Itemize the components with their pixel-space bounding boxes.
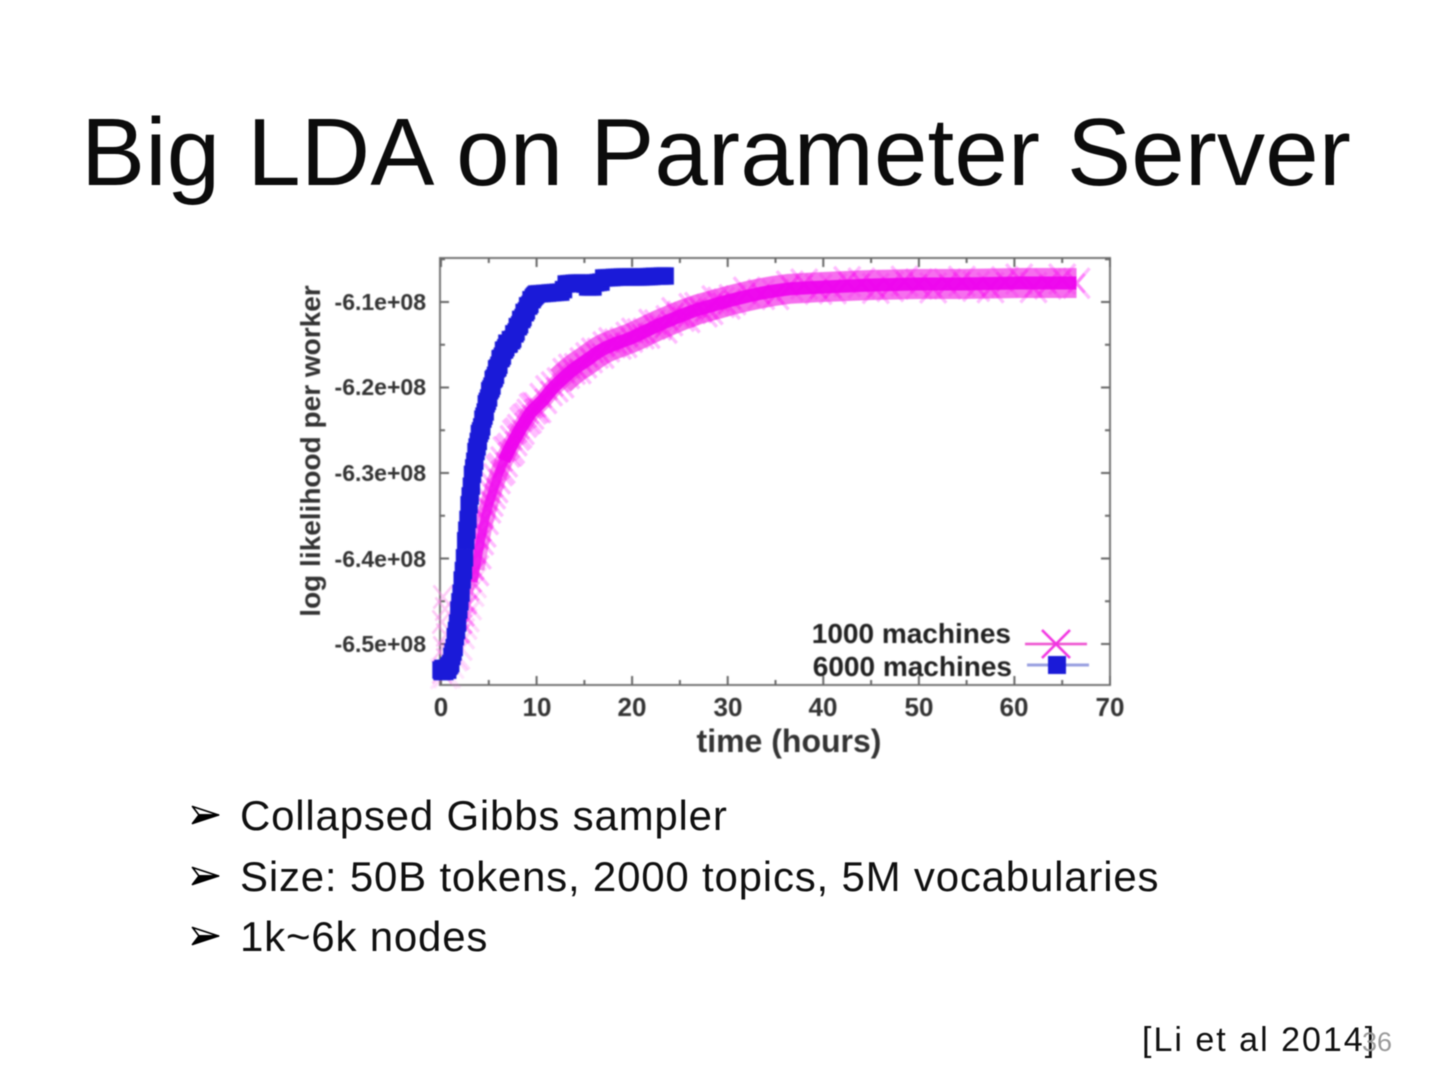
svg-text:-6.3e+08: -6.3e+08	[335, 460, 427, 486]
svg-text:6000 machines: 6000 machines	[813, 651, 1012, 682]
svg-text:time (hours): time (hours)	[697, 723, 882, 759]
svg-text:40: 40	[809, 692, 838, 722]
svg-text:log likelihood per worker: log likelihood per worker	[295, 285, 326, 616]
svg-text:-6.5e+08: -6.5e+08	[335, 631, 427, 657]
svg-text:1000 machines: 1000 machines	[812, 618, 1011, 649]
svg-text:70: 70	[1096, 692, 1125, 722]
svg-text:20: 20	[618, 692, 647, 722]
svg-text:0: 0	[434, 692, 448, 722]
svg-text:50: 50	[905, 692, 934, 722]
svg-text:30: 30	[714, 692, 743, 722]
svg-text:10: 10	[523, 692, 552, 722]
svg-text:-6.1e+08: -6.1e+08	[335, 289, 427, 315]
svg-text:-6.4e+08: -6.4e+08	[335, 546, 427, 572]
svg-text:-6.2e+08: -6.2e+08	[335, 374, 427, 400]
svg-text:60: 60	[1000, 692, 1029, 722]
